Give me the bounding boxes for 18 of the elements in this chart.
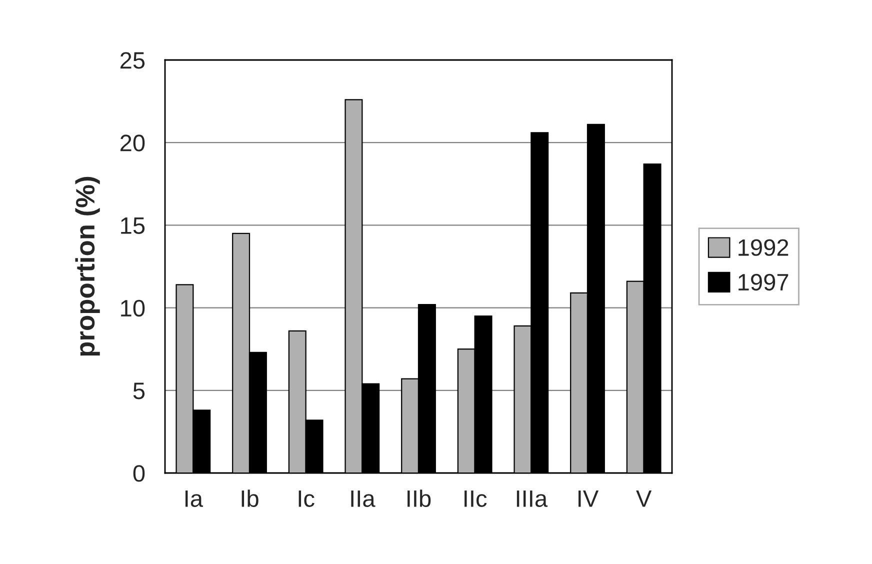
x-tick-label: Ic xyxy=(298,490,314,508)
x-tick-label: IIc xyxy=(464,490,487,508)
y-tick-label: 0 xyxy=(133,465,145,482)
x-tick-label: IIb xyxy=(408,490,431,508)
y-tick-label: 5 xyxy=(133,382,145,400)
x-tick-label: V xyxy=(636,490,652,507)
x-tick-label: Ia xyxy=(186,490,204,508)
y-tick-label: 20 xyxy=(120,134,145,152)
y-tick-label: 25 xyxy=(120,52,145,69)
x-tick-label: IV xyxy=(578,490,599,507)
x-tick-label: IIIa xyxy=(516,490,548,508)
x-tick-label: IIa xyxy=(351,490,376,508)
legend-label: 1992 xyxy=(738,239,788,256)
y-axis-title: proportion (%) xyxy=(75,176,100,356)
y-tick-label: 10 xyxy=(121,300,145,317)
x-tick-label: Ib xyxy=(242,490,258,508)
y-tick-label: 15 xyxy=(121,218,145,234)
legend-label: 1997 xyxy=(738,274,788,291)
